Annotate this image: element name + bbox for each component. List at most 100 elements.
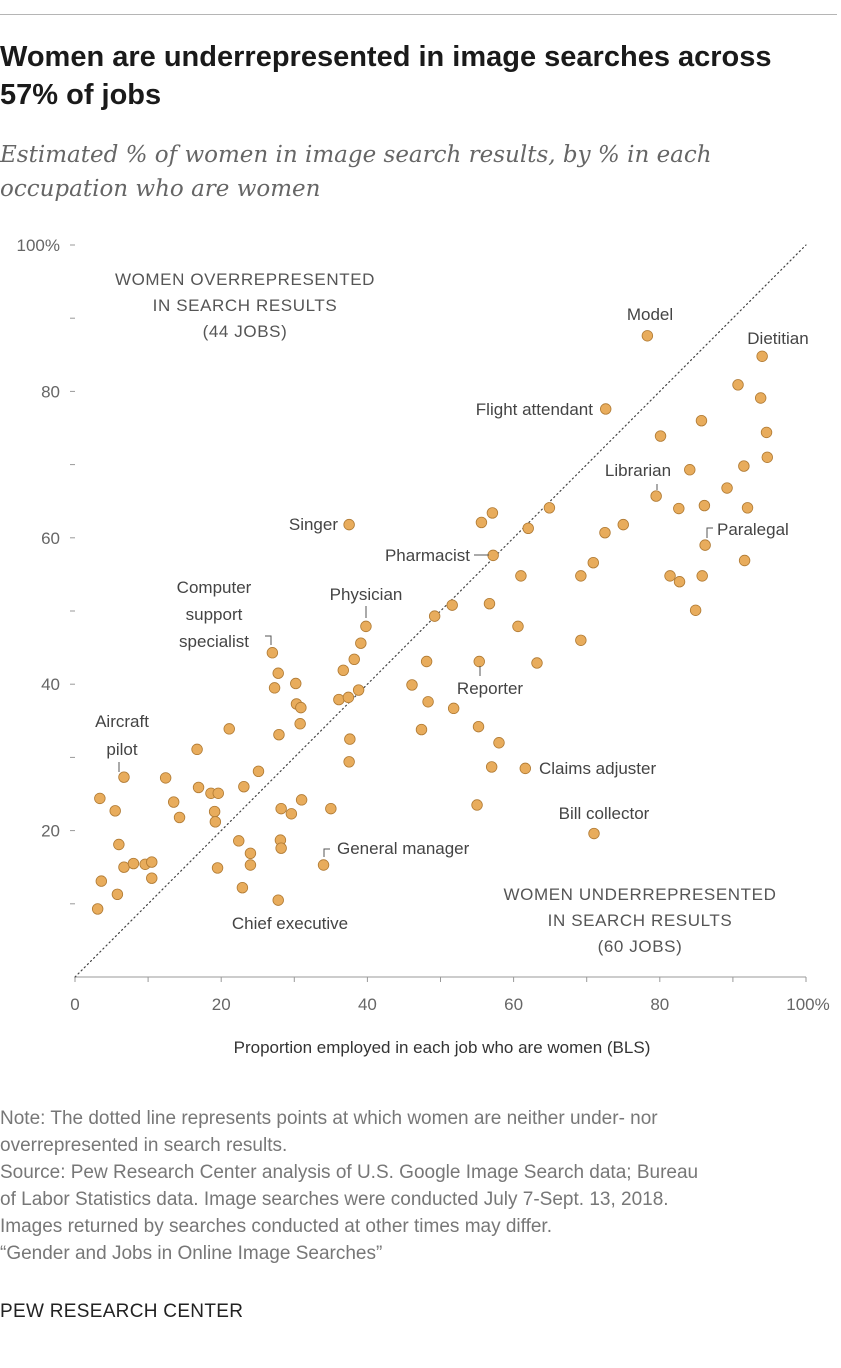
data-point xyxy=(695,414,708,427)
data-point xyxy=(754,392,767,404)
data-point xyxy=(493,737,505,749)
data-point xyxy=(209,816,222,828)
point-label: Claims adjuster xyxy=(539,759,656,778)
y-tick-label: 100% xyxy=(17,236,60,255)
data-point xyxy=(428,610,441,622)
source-line: of Labor Statistics data. Image searches… xyxy=(0,1189,669,1210)
point-label: Pharmacist xyxy=(385,546,470,565)
data-point xyxy=(447,702,460,715)
data-point xyxy=(275,842,287,854)
data-point xyxy=(290,677,302,690)
data-point xyxy=(360,620,372,633)
point-label: Dietitian xyxy=(747,329,808,348)
region-label-line: (44 JOBS) xyxy=(203,322,288,341)
data-point xyxy=(487,549,499,562)
region-label-line: IN SEARCH RESULTS xyxy=(153,296,338,315)
note-line: overrepresented in search results. xyxy=(0,1135,288,1156)
data-point xyxy=(756,350,768,362)
data-point xyxy=(699,539,711,551)
data-point xyxy=(522,522,534,534)
x-tick-label: 80 xyxy=(650,995,669,1014)
data-point xyxy=(285,808,298,820)
data-point xyxy=(650,490,662,502)
point-label: Flight attendant xyxy=(476,400,593,419)
data-point xyxy=(641,330,654,342)
data-point xyxy=(118,771,130,783)
report-title-line: “Gender and Jobs in Online Image Searche… xyxy=(0,1243,383,1264)
data-point xyxy=(273,729,285,741)
data-point xyxy=(352,684,365,696)
data-point xyxy=(422,696,434,708)
label-connector xyxy=(323,848,330,857)
data-point xyxy=(420,655,433,668)
point-label: General manager xyxy=(337,839,470,858)
data-point xyxy=(275,802,287,815)
data-point xyxy=(588,827,600,840)
data-point xyxy=(721,482,733,494)
data-point xyxy=(252,765,265,778)
data-point xyxy=(475,516,488,529)
data-point xyxy=(272,667,284,679)
data-point xyxy=(472,720,485,733)
data-point xyxy=(471,799,483,811)
brand-footer: PEW RESEARCH CENTER xyxy=(0,1301,244,1322)
reference-line-y-equals-x xyxy=(74,244,807,978)
data-point xyxy=(233,835,245,847)
point-label: Model xyxy=(627,305,673,324)
data-point xyxy=(94,792,106,805)
x-tick-label: 20 xyxy=(212,995,231,1014)
data-point xyxy=(317,859,330,871)
data-point xyxy=(738,554,751,567)
note-block: Note: The dotted line represents points … xyxy=(0,1105,840,1267)
data-point xyxy=(760,426,773,439)
point-label: Bill collector xyxy=(559,804,650,823)
data-point xyxy=(167,796,180,808)
data-point xyxy=(689,604,702,616)
x-tick-label: 60 xyxy=(504,995,523,1014)
data-point xyxy=(473,655,485,668)
point-label-line: pilot xyxy=(106,740,137,759)
data-point xyxy=(673,502,685,515)
axis-layer: 0 20 40 60 80 100% 20 40 60 80 100% xyxy=(17,236,830,1014)
data-point xyxy=(696,570,708,582)
y-tick-label: 20 xyxy=(41,822,60,841)
region-label-line: IN SEARCH RESULTS xyxy=(548,911,733,930)
region-labels: WOMEN OVERREPRESENTED IN SEARCH RESULTS (4… xyxy=(115,270,777,956)
data-point xyxy=(244,859,257,871)
data-point xyxy=(236,881,249,894)
point-label: Singer xyxy=(289,515,338,534)
scatter-chart: 0 20 40 60 80 100% 20 40 60 80 100% WOMEN OVERREPR… xyxy=(17,236,830,1014)
region-label-line: WOMEN OVERREPRESENTED xyxy=(115,270,375,289)
y-tick-label: 60 xyxy=(41,529,60,548)
data-point xyxy=(342,691,355,704)
data-point xyxy=(146,856,158,868)
top-rule xyxy=(0,14,837,15)
data-point xyxy=(146,872,158,884)
data-point xyxy=(485,761,498,773)
note-line: Note: The dotted line represents points … xyxy=(0,1108,658,1129)
data-point xyxy=(173,811,186,824)
data-point xyxy=(654,430,667,442)
data-point xyxy=(684,464,696,476)
region-label-line: WOMEN UNDERREPRESENTED xyxy=(504,885,777,904)
data-point xyxy=(333,693,345,706)
data-point xyxy=(761,451,773,463)
data-point xyxy=(113,838,125,851)
label-connector xyxy=(265,635,272,645)
point-label: Chief executive xyxy=(232,914,348,933)
point-label: Reporter xyxy=(457,679,523,698)
data-point xyxy=(617,518,629,531)
data-point xyxy=(118,861,130,873)
data-point xyxy=(127,857,140,870)
data-point xyxy=(406,679,418,691)
data-point xyxy=(192,781,205,794)
label-connector xyxy=(706,527,713,538)
point-label-line: Aircraft xyxy=(95,712,149,731)
source-line: Source: Pew Research Center analysis of … xyxy=(0,1162,699,1183)
data-point xyxy=(111,888,124,900)
chart-title: Women are underrepresented in image sear… xyxy=(0,41,772,111)
x-tick-label: 100% xyxy=(786,995,829,1014)
data-point xyxy=(486,507,499,519)
data-point xyxy=(238,780,250,793)
data-point xyxy=(587,556,599,569)
